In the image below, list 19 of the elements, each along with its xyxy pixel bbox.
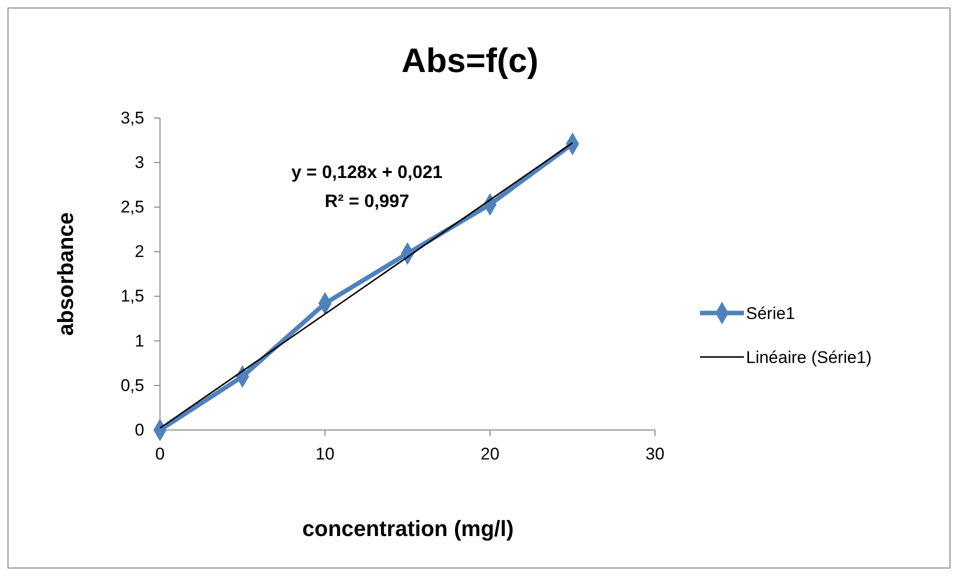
chart-title: Abs=f(c)	[402, 42, 538, 80]
y-tick-label: 3,5	[120, 108, 144, 128]
y-tick-label: 3	[134, 153, 144, 172]
legend-label: Linéaire (Série1)	[746, 348, 872, 367]
x-tick-label: 30	[646, 444, 664, 464]
x-tick-label: 10	[316, 444, 334, 464]
annotation: R² = 0,997	[324, 191, 410, 211]
x-tick-label: 20	[480, 444, 500, 464]
y-tick-label: 1	[134, 331, 144, 350]
annotation: y = 0,128x + 0,021	[291, 162, 443, 182]
y-axis-title: absorbance	[53, 212, 78, 336]
legend-label: Série1	[746, 304, 796, 323]
x-axis-title: concentration (mg/l)	[302, 516, 514, 541]
y-tick-label: 0,5	[120, 376, 144, 395]
y-tick-label: 0	[134, 420, 144, 440]
y-tick-label: 2	[134, 242, 144, 262]
y-tick-label: 2,5	[120, 198, 144, 217]
y-tick-label: 1,5	[120, 286, 144, 306]
x-tick-label: 0	[155, 444, 165, 464]
